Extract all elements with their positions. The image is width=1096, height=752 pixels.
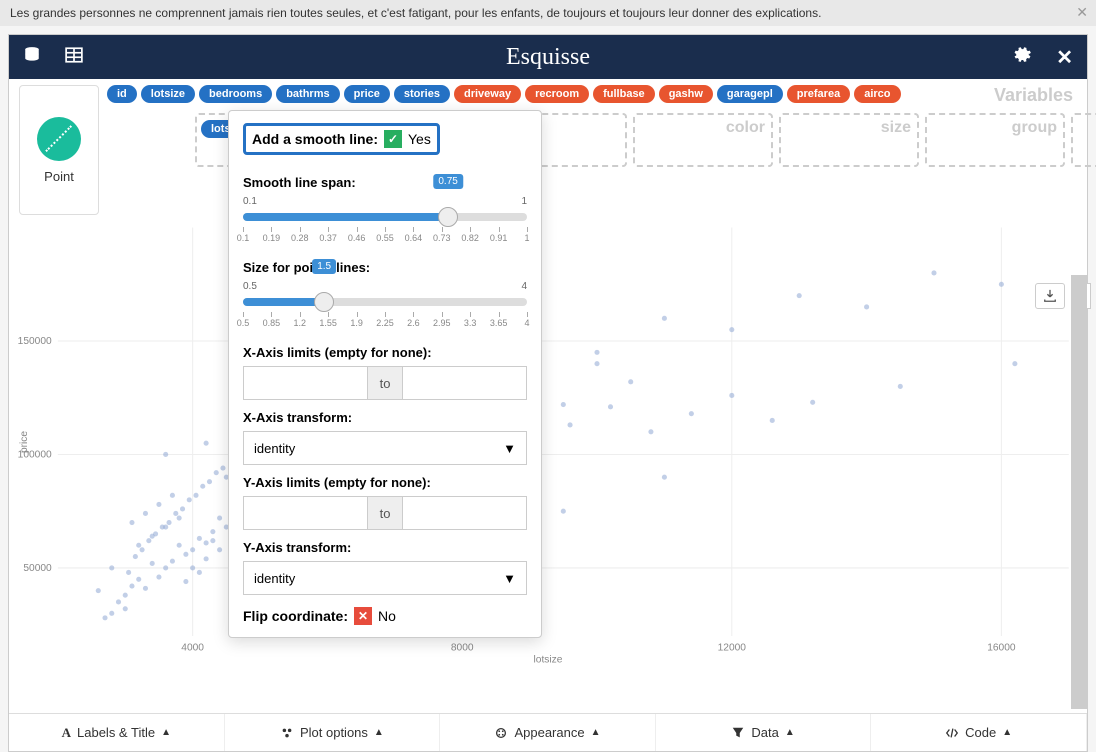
xtrans-select[interactable]: identity▼ [243, 431, 527, 465]
banner-close-icon[interactable]: ✕ [1076, 4, 1088, 21]
svg-text:16000: 16000 [987, 642, 1016, 653]
xlim-min-input[interactable] [243, 366, 368, 400]
check-yes-icon: ✓ [384, 130, 402, 148]
dropzone-facet[interactable]: facet [1071, 113, 1096, 167]
variable-pill-price[interactable]: price [344, 85, 390, 103]
variable-pill-lotsize[interactable]: lotsize [141, 85, 195, 103]
variable-pill-bedrooms[interactable]: bedrooms [199, 85, 272, 103]
tab-plot-options[interactable]: Plot options▲ [225, 714, 441, 751]
tab-labels-title[interactable]: ALabels & Title▲ [9, 714, 225, 751]
variable-pill-stories[interactable]: stories [394, 85, 450, 103]
svg-text:8000: 8000 [451, 642, 474, 653]
variable-pill-garagepl[interactable]: garagepl [717, 85, 783, 103]
download-button[interactable] [1035, 283, 1065, 309]
svg-text:50000: 50000 [23, 563, 52, 574]
variable-pill-prefarea[interactable]: prefarea [787, 85, 850, 103]
info-banner: Les grandes personnes ne comprennent jam… [0, 0, 1096, 26]
close-icon[interactable]: ✕ [1056, 45, 1073, 70]
xlim-max-input[interactable] [402, 366, 527, 400]
span-slider[interactable]: 0.10.751 0.10.190.280.370.460.550.640.73… [243, 196, 527, 250]
settings-icon[interactable] [1014, 45, 1032, 70]
dropzone-group[interactable]: group [925, 113, 1065, 167]
svg-text:lotsize: lotsize [534, 655, 563, 666]
dropzone-color[interactable]: color [633, 113, 773, 167]
ylim-min-input[interactable] [243, 496, 368, 530]
variable-pill-fullbase[interactable]: fullbase [593, 85, 655, 103]
geom-label: Point [44, 169, 74, 184]
tab-appearance[interactable]: Appearance▲ [440, 714, 656, 751]
variables-label: Variables [994, 85, 1073, 106]
variable-pill-id[interactable]: id [107, 85, 137, 103]
smooth-line-toggle[interactable]: Add a smooth line: ✓ Yes [243, 123, 440, 155]
svg-text:150000: 150000 [18, 336, 52, 347]
geom-point-icon [37, 117, 81, 161]
ylim-label: Y-Axis limits (empty for none): [243, 475, 527, 490]
tab-code[interactable]: Code▲ [871, 714, 1087, 751]
database-icon[interactable] [23, 46, 41, 69]
ylim-max-input[interactable] [402, 496, 527, 530]
variable-pill-bathrms[interactable]: bathrms [276, 85, 339, 103]
ytrans-select[interactable]: identity▼ [243, 561, 527, 595]
variables-row: Point idlotsizebedroomsbathrmspricestori… [9, 79, 1087, 171]
variable-pill-gashw[interactable]: gashw [659, 85, 713, 103]
size-slider[interactable]: 0.51.54 0.50.851.21.551.92.252.62.953.33… [243, 281, 527, 335]
size-label: Size for points/lines: [243, 260, 527, 275]
ylim-input: to [243, 496, 527, 530]
xlim-input: to [243, 366, 527, 400]
bottom-tabs: ALabels & Title▲ Plot options▲ Appearanc… [9, 713, 1087, 751]
header: Esquisse ✕ [9, 35, 1087, 79]
app-title: Esquisse [506, 44, 590, 71]
scatter-chart: 50000100000150000400080001200016000lotsi… [17, 175, 1079, 709]
dropzone-size[interactable]: size [779, 113, 919, 167]
variable-pill-driveway[interactable]: driveway [454, 85, 521, 103]
xlim-label: X-Axis limits (empty for none): [243, 345, 527, 360]
svg-text:price: price [19, 431, 30, 453]
app-window: Esquisse ✕ Point idlotsizebedroomsbathrm… [8, 34, 1088, 752]
svg-text:12000: 12000 [718, 642, 747, 653]
banner-text: Les grandes personnes ne comprennent jam… [10, 6, 821, 20]
variable-pill-recroom[interactable]: recroom [525, 85, 589, 103]
tab-data[interactable]: Data▲ [656, 714, 872, 751]
variable-pill-airco[interactable]: airco [854, 85, 900, 103]
xtrans-label: X-Axis transform: [243, 410, 527, 425]
plot-options-popup: Add a smooth line: ✓ Yes Smooth line spa… [228, 110, 542, 638]
variable-pills: idlotsizebedroomsbathrms pricestoriesdriv… [107, 85, 1096, 103]
geom-panel[interactable]: Point [19, 85, 99, 215]
table-icon[interactable] [65, 46, 83, 69]
chart-area: 50000100000150000400080001200016000lotsi… [17, 175, 1079, 709]
ytrans-label: Y-Axis transform: [243, 540, 527, 555]
check-no-icon: ✕ [354, 607, 372, 625]
flip-toggle[interactable]: Flip coordinate: ✕ No [243, 607, 527, 625]
scrollbar-vertical[interactable] [1071, 275, 1087, 709]
svg-text:4000: 4000 [181, 642, 204, 653]
span-label: Smooth line span: [243, 175, 527, 190]
